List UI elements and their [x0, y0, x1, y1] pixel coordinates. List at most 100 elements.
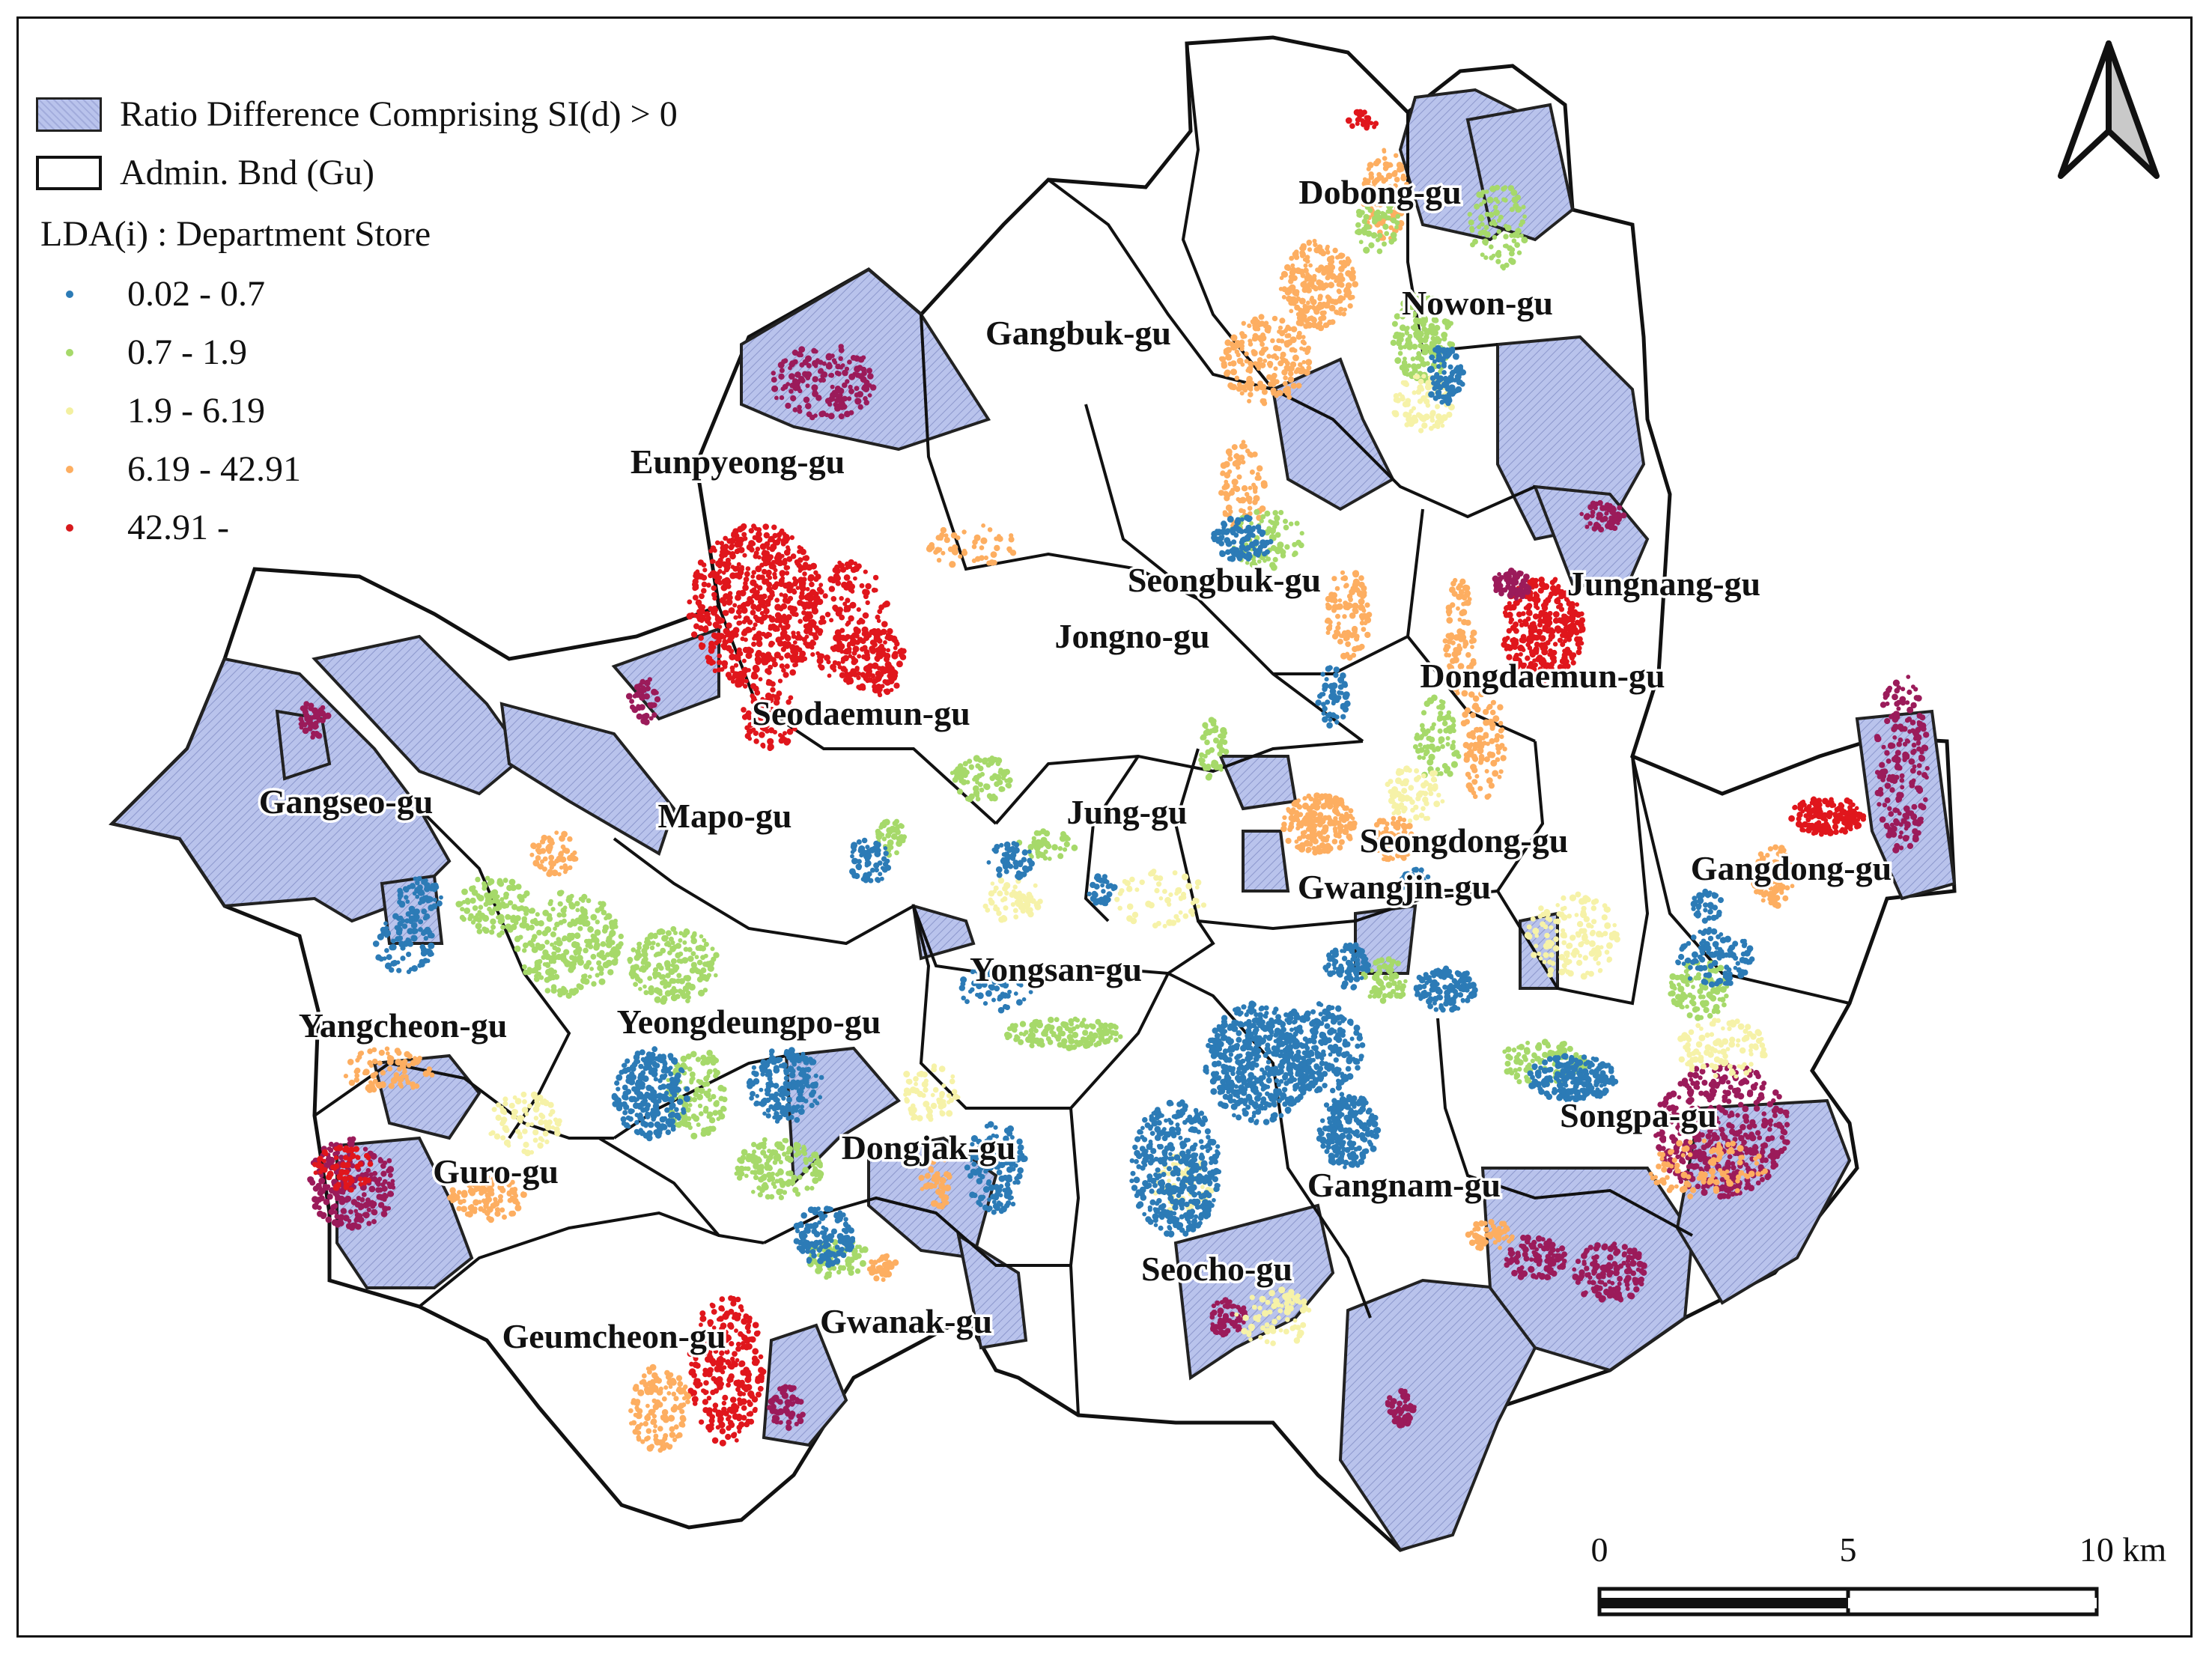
lda-point [1765, 1119, 1771, 1125]
lda-point [1632, 1277, 1638, 1282]
lda-point [1498, 728, 1504, 734]
lda-point [771, 1414, 778, 1420]
lda-point [765, 656, 771, 663]
lda-point [1738, 1170, 1745, 1176]
lda-point [830, 645, 835, 651]
lda-point [709, 559, 715, 565]
lda-point [1346, 593, 1353, 600]
lda-point [1899, 777, 1905, 783]
lda-point [347, 1156, 353, 1162]
lda-point [837, 397, 845, 404]
lda-point [1826, 829, 1834, 836]
lda-point [1648, 1171, 1653, 1176]
lda-point [844, 366, 850, 371]
lda-point [1398, 1387, 1405, 1395]
lda-point [1860, 816, 1866, 822]
lda-point [832, 660, 838, 666]
lda-point [835, 363, 842, 370]
lda-point [711, 1437, 719, 1444]
lda-point [741, 714, 748, 720]
lda-point [728, 544, 735, 551]
lda-point [1338, 311, 1343, 316]
lda-point [1443, 646, 1450, 653]
lda-point [1699, 1068, 1706, 1075]
lda-point [362, 1211, 370, 1219]
lda-point [1247, 398, 1252, 404]
lda-point [683, 1384, 688, 1390]
lda-point [1325, 617, 1331, 624]
lda-point [1767, 1154, 1772, 1159]
lda-point [1691, 1143, 1697, 1149]
lda-point [1247, 505, 1253, 511]
lda-point [1468, 749, 1474, 755]
lda-point [794, 561, 800, 566]
lda-point [717, 1415, 724, 1423]
lda-point [1621, 1244, 1628, 1250]
lda-point [1343, 583, 1349, 589]
lda-point [1532, 625, 1538, 630]
lda-point [733, 615, 738, 620]
lda-point [1340, 576, 1346, 581]
lda-point [806, 592, 811, 598]
lda-point [1895, 750, 1901, 756]
lda-point [369, 1200, 374, 1205]
lda-point [728, 1308, 735, 1315]
lda-point [736, 647, 742, 653]
lda-point [1337, 845, 1343, 851]
lda-point [723, 535, 729, 541]
lda-point [1701, 1188, 1708, 1197]
lda-point [1883, 822, 1890, 829]
lda-point [736, 1346, 741, 1352]
lda-point [1627, 1292, 1633, 1299]
lda-point [1892, 711, 1900, 718]
lda-point [801, 610, 806, 615]
lda-point [1625, 1259, 1631, 1264]
lda-point [722, 609, 728, 615]
lda-point [625, 693, 633, 700]
lda-point [1303, 267, 1309, 274]
lda-point [741, 658, 747, 663]
lda-point [747, 627, 753, 633]
lda-point [1918, 803, 1924, 809]
lda-point [1760, 898, 1766, 903]
lda-point [1319, 310, 1325, 316]
lda-point [1478, 759, 1483, 765]
lda-point [1535, 606, 1540, 610]
lda-point [1772, 1089, 1779, 1096]
lda-point [765, 598, 771, 604]
lda-point [1892, 735, 1897, 740]
lda-point [1498, 1229, 1503, 1235]
lda-point [1468, 785, 1475, 793]
lda-point [1474, 706, 1481, 713]
lda-point [1272, 344, 1280, 352]
lda-point [1676, 1140, 1683, 1147]
lda-point [1287, 376, 1295, 383]
lda-point [1295, 296, 1301, 302]
lda-point [1747, 1089, 1754, 1096]
lda-point [1372, 124, 1377, 130]
lda-point [734, 1438, 739, 1443]
lda-point [774, 598, 780, 603]
lda-point [717, 580, 723, 586]
lda-point [1285, 324, 1291, 329]
lda-point [318, 1163, 324, 1169]
lda-point [1608, 1288, 1614, 1295]
lda-point [792, 407, 798, 413]
lda-point [741, 523, 747, 530]
lda-point [1390, 1398, 1397, 1405]
lda-point [788, 365, 792, 371]
lda-point [1373, 160, 1380, 167]
lda-point [1610, 1243, 1615, 1249]
lda-point [1283, 387, 1289, 394]
lda-point [1583, 1250, 1588, 1256]
lda-point [1486, 793, 1492, 798]
lda-point [1874, 770, 1880, 775]
lda-point [1916, 763, 1922, 768]
lda-point [1726, 1098, 1732, 1104]
lda-point [731, 1402, 738, 1410]
lda-point [806, 411, 812, 418]
lda-point [336, 1173, 344, 1181]
lda-point [839, 596, 844, 601]
lda-point [765, 569, 772, 576]
lda-point [1832, 824, 1839, 830]
